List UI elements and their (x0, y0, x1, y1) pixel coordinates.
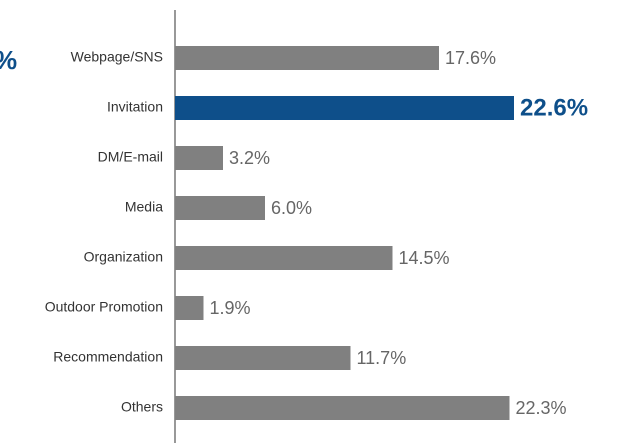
category-label: Webpage/SNS (71, 49, 163, 65)
category-label: Outdoor Promotion (45, 299, 163, 315)
category-label: Media (125, 199, 163, 215)
bar (175, 196, 265, 220)
value-label: 22.3% (516, 398, 567, 418)
bar (175, 146, 223, 170)
bar (175, 346, 351, 370)
annotation: % (0, 45, 17, 75)
category-label: DM/E-mail (98, 149, 163, 165)
value-label: 17.6% (445, 48, 496, 68)
value-label: 14.5% (399, 248, 450, 268)
value-label: 3.2% (229, 148, 270, 168)
bar (175, 396, 510, 420)
bar (175, 46, 439, 70)
value-label: 6.0% (271, 198, 312, 218)
value-label: 11.7% (357, 348, 407, 368)
value-label: 22.6% (520, 94, 588, 121)
bar (175, 246, 393, 270)
value-label: 1.9% (210, 298, 251, 318)
category-label: Organization (84, 249, 163, 265)
category-label: Others (121, 399, 163, 415)
bar (175, 296, 204, 320)
bar (175, 96, 514, 120)
category-label: Invitation (107, 99, 163, 115)
category-label: Recommendation (53, 349, 163, 365)
